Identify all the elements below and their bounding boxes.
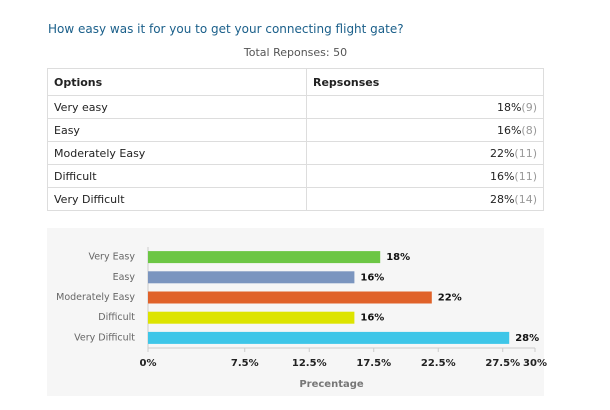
value-label: 28% (515, 333, 539, 344)
table-row: Very easy 18%(9) (47, 95, 544, 119)
bar (148, 331, 510, 344)
table-row: Very Difficult 28%(14) (47, 187, 544, 211)
x-tick-label: 27.5% (485, 358, 520, 369)
response-count: (8) (521, 123, 537, 137)
response-count: (11) (514, 146, 537, 160)
x-tick-label: 0% (140, 358, 157, 369)
bar (148, 271, 355, 284)
bar (148, 291, 432, 304)
value-label: 16% (360, 272, 384, 283)
table-row: Difficult 16%(11) (47, 164, 544, 188)
x-axis-label: Precentage (299, 379, 364, 390)
value-label: 18% (386, 252, 410, 263)
response-count: (11) (514, 169, 537, 183)
response-percent: 22% (489, 146, 515, 160)
response-percent: 18% (496, 100, 522, 114)
response-count: (9) (521, 100, 537, 114)
value-label: 22% (438, 293, 462, 304)
x-tick-label: 17.5% (356, 358, 391, 369)
y-tick-label: Difficult (98, 312, 135, 323)
option-cell: Very Difficult (47, 187, 307, 211)
response-percent: 28% (489, 192, 515, 206)
y-tick-label: Easy (113, 272, 136, 283)
response-percent: 16% (496, 123, 522, 137)
response-count: (14) (514, 192, 537, 206)
responses-table: Options Repsonses Very easy 18%(9) Easy 16%… (47, 68, 544, 211)
x-tick-label: 22.5% (421, 358, 456, 369)
x-tick-label: 30% (523, 358, 547, 369)
response-cell: 28%(14) (306, 187, 544, 211)
bar (148, 251, 381, 264)
option-cell: Moderately Easy (47, 141, 307, 165)
response-cell: 18%(9) (306, 95, 544, 119)
table-body: Very easy 18%(9) Easy 16%(8) Moderately Easy… (47, 95, 544, 211)
option-cell: Easy (47, 118, 307, 142)
response-percent: 16% (489, 169, 515, 183)
y-tick-label: Very Difficult (74, 332, 135, 343)
question-title: How easy was it for you to get your conn… (48, 22, 404, 36)
x-tick-label: 12.5% (292, 358, 327, 369)
x-tick-label: 7.5% (231, 358, 259, 369)
bar (148, 311, 355, 324)
response-cell: 16%(8) (306, 118, 544, 142)
option-cell: Difficult (47, 164, 307, 188)
total-responses: Total Reponses: 50 (243, 46, 348, 59)
y-tick-label: Very Easy (88, 252, 135, 263)
y-tick-label: Moderately Easy (56, 292, 135, 303)
table-row: Easy 16%(8) (47, 118, 544, 142)
value-label: 16% (360, 313, 384, 324)
